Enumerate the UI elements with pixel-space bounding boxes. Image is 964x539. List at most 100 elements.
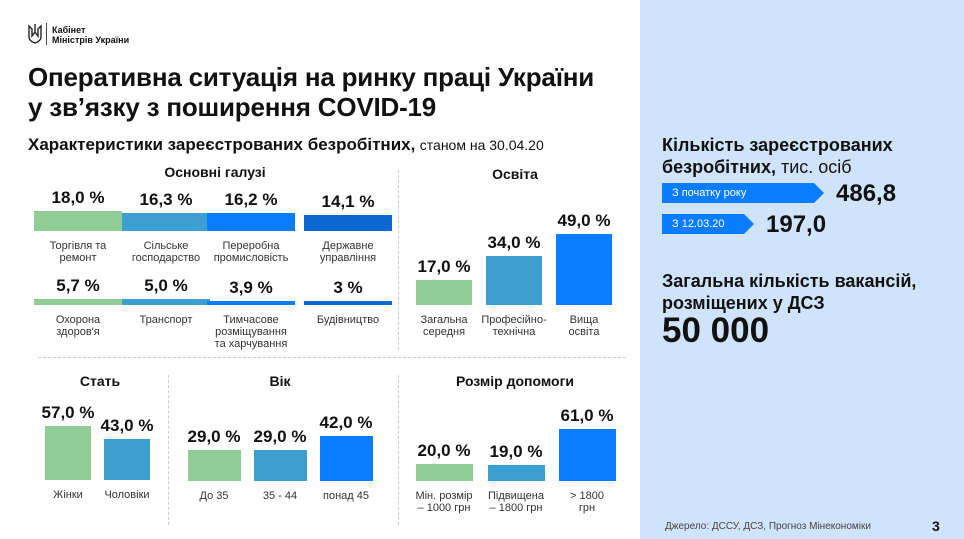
- bar: [253, 450, 307, 481]
- bar: [556, 234, 612, 305]
- vacancies-value: 50 000: [662, 311, 770, 350]
- sex-item: 57,0 % Жінки: [18, 403, 118, 501]
- bar-value-label: 29,0 %: [187, 427, 241, 446]
- trident-logo-icon: [28, 24, 42, 44]
- summary-panel: [640, 0, 964, 539]
- unemployed-title-text: Кількість зареєстрованих безробітних,: [662, 135, 893, 177]
- section-subtitle: Характеристики зареєстрованих безробітни…: [28, 135, 544, 155]
- since-date-value: 197,0: [766, 211, 827, 238]
- bar-category-label: 35 - 44: [262, 490, 298, 502]
- age-title: Вік: [269, 373, 291, 389]
- bar-category-label: Транспорт: [139, 314, 193, 326]
- vacancies-title: Загальна кількість вакансій, розміщених …: [662, 271, 917, 313]
- bar-category-label: Державне управління: [319, 240, 377, 264]
- bar: [304, 215, 392, 231]
- benefit-title: Розмір допомоги: [455, 373, 575, 389]
- bar: [207, 301, 295, 305]
- industries-item: 5,7 % Охорона здоров'я: [28, 276, 128, 338]
- bar: [34, 211, 122, 231]
- since-year-label: З початку року: [662, 183, 824, 203]
- bar-value-label: 19,0 %: [489, 442, 543, 461]
- industries-item: 3,9 % Тимчасове розміщування та харчуванн…: [201, 278, 301, 350]
- bar: [45, 426, 91, 480]
- divider: [398, 170, 399, 350]
- industries-item: 3 % Будівництво: [298, 278, 398, 326]
- bar-category-label: Вища освіта: [568, 314, 600, 338]
- bar-category-label: Жінки: [53, 489, 83, 501]
- bar: [416, 280, 472, 305]
- industries-title: Основні галузі: [164, 164, 266, 180]
- page-title: Оперативна ситуація на ринку праці Украї…: [28, 62, 594, 122]
- bar-category-label: > 1800 грн: [570, 490, 604, 514]
- since-year-value: 486,8: [836, 180, 897, 207]
- title-line2: у зв’язку з поширення COVID-19: [28, 92, 437, 122]
- subtitle-bold: Характеристики зареєстрованих безробітни…: [28, 135, 416, 154]
- divider: [38, 357, 626, 358]
- education-item: 17,0 % Загальна середня: [394, 257, 494, 338]
- title-line1: Оперативна ситуація на ринку праці Украї…: [28, 62, 595, 92]
- bar-value-label: 42,0 %: [319, 413, 373, 432]
- benefit-item: 19,0 % Підвищена – 1800 грн: [466, 442, 566, 514]
- education-item: 34,0 % Професійно- технічна: [464, 233, 564, 338]
- industries-item: 5,0 % Транспорт: [116, 276, 216, 326]
- bar-value-label: 18,0 %: [51, 188, 105, 207]
- industries-item: 18,0 % Торгівля та ремонт: [28, 188, 128, 264]
- bar-category-label: Тимчасове розміщування та харчування: [214, 314, 288, 350]
- industries-item: 16,3 % Сільське господарство: [116, 190, 216, 264]
- bar: [104, 439, 150, 480]
- industries-item: 14,1 % Державне управління: [298, 192, 398, 264]
- org-name: Кабінет Міністрів України: [52, 25, 129, 45]
- bar-category-label: До 35: [199, 490, 229, 502]
- bar-value-label: 14,1 %: [321, 192, 375, 211]
- bar-value-label: 3,9 %: [229, 278, 273, 297]
- since-date-label: З 12.03.20: [662, 214, 754, 234]
- bar-value-label: 20,0 %: [417, 441, 471, 460]
- bar-category-label: Чоловіки: [104, 489, 150, 501]
- bar-value-label: 49,0 %: [557, 211, 611, 230]
- bar: [319, 436, 373, 481]
- age-item: 42,0 % понад 45: [296, 413, 396, 502]
- bar: [486, 256, 542, 305]
- logo-divider: [46, 23, 47, 45]
- subtitle-date: станом на 30.04.20: [419, 137, 544, 153]
- bar-value-label: 3 %: [333, 278, 363, 297]
- bar-value-label: 17,0 %: [417, 257, 471, 276]
- industries-item: 16,2 % Переробна промисловість: [201, 190, 301, 264]
- divider: [398, 375, 399, 525]
- bar-category-label: Сільське господарство: [131, 240, 201, 264]
- age-item: 29,0 % До 35: [164, 427, 264, 502]
- bar-category-label: Торгівля та ремонт: [49, 240, 107, 264]
- bar-category-label: понад 45: [323, 490, 369, 502]
- bar: [415, 464, 473, 481]
- sex-item: 43,0 % Чоловіки: [77, 416, 177, 501]
- bar-category-label: Переробна промисловість: [213, 240, 289, 264]
- bar-value-label: 61,0 %: [560, 406, 614, 425]
- bar-category-label: Професійно- технічна: [481, 314, 547, 338]
- bar-category-label: Охорона здоров'я: [55, 314, 101, 338]
- bar-value-label: 16,3 %: [139, 190, 193, 209]
- bar-category-label: Загальна середня: [420, 314, 468, 338]
- divider: [168, 375, 169, 525]
- bar-value-label: 5,7 %: [56, 276, 100, 295]
- bar: [122, 299, 210, 305]
- bar-value-label: 57,0 %: [41, 403, 95, 422]
- bar: [207, 213, 295, 231]
- bar-value-label: 16,2 %: [224, 190, 278, 209]
- bar: [304, 301, 392, 305]
- page-number: 3: [932, 518, 940, 534]
- org-line2: Міністрів України: [52, 35, 130, 45]
- bar-category-label: Мін. розмір – 1000 грн: [415, 490, 473, 514]
- benefit-item: 20,0 % Мін. розмір – 1000 грн: [394, 441, 494, 514]
- bar-value-label: 43,0 %: [100, 416, 154, 435]
- age-item: 29,0 % 35 - 44: [230, 427, 330, 502]
- bar: [34, 299, 122, 305]
- bar: [187, 450, 241, 481]
- bar: [487, 465, 545, 481]
- education-title: Освіта: [492, 166, 538, 182]
- unemployed-title: Кількість зареєстрованих безробітних, ти…: [662, 134, 952, 178]
- sex-title: Стать: [79, 373, 121, 389]
- bar-category-label: Підвищена – 1800 грн: [488, 490, 544, 514]
- bar-value-label: 29,0 %: [253, 427, 307, 446]
- bar-value-label: 34,0 %: [487, 233, 541, 252]
- education-item: 49,0 % Вища освіта: [534, 211, 634, 338]
